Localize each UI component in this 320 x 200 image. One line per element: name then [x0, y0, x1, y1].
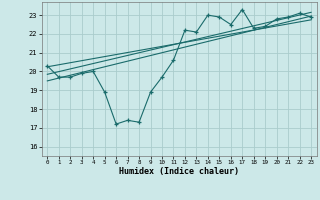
X-axis label: Humidex (Indice chaleur): Humidex (Indice chaleur) [119, 167, 239, 176]
